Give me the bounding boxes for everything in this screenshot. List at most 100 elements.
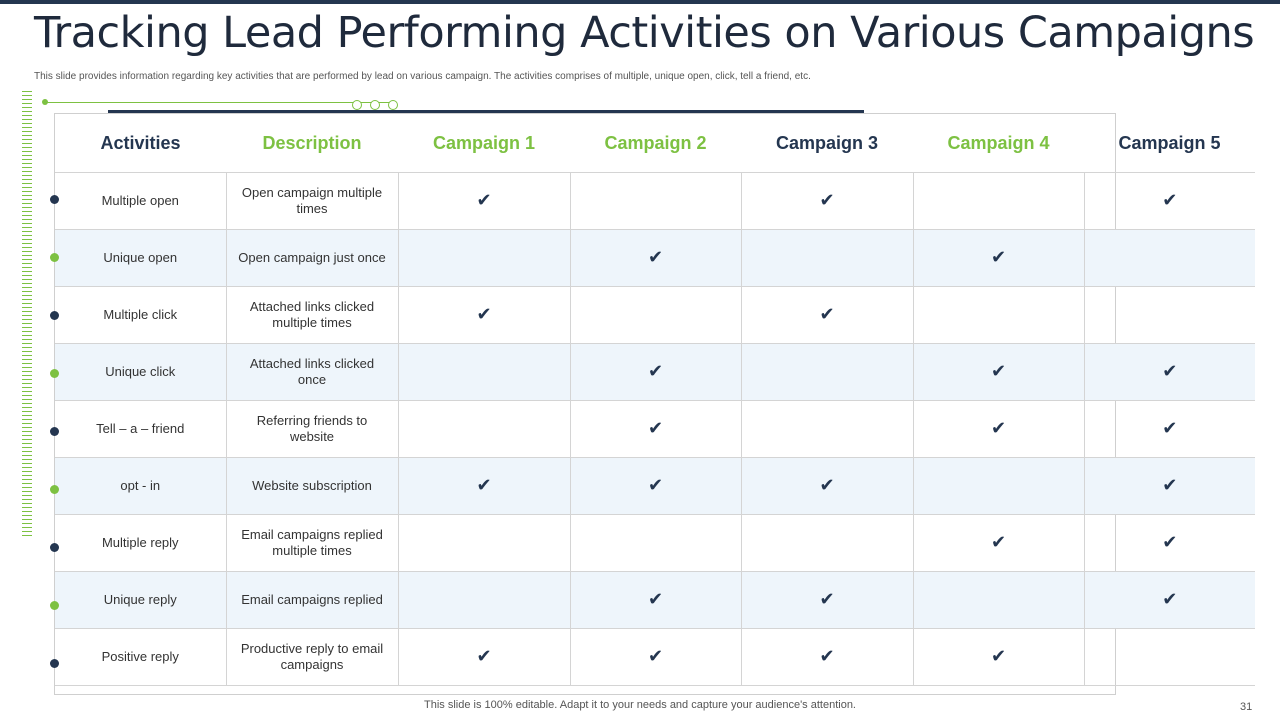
campaign-cell: ✔ xyxy=(1083,172,1255,230)
campaign-cell: ✔ xyxy=(740,286,914,344)
campaign-cell: ✔ xyxy=(569,457,742,515)
checkmark-icon: ✔ xyxy=(990,361,1007,381)
campaign-cell: ✔ xyxy=(397,628,571,686)
decorative-navy-bar xyxy=(108,110,864,113)
activity-cell: opt - in xyxy=(55,457,227,515)
checkmark-icon: ✔ xyxy=(647,247,664,267)
checkmark-icon: ✔ xyxy=(990,646,1007,666)
campaign-cell: ✔ xyxy=(740,457,914,515)
checkmark-icon: ✔ xyxy=(647,418,664,438)
campaign-cell: ✔ xyxy=(1083,400,1255,458)
description-cell: Open campaign just once xyxy=(225,229,399,287)
checkmark-icon: ✔ xyxy=(819,190,835,210)
campaign-cell xyxy=(912,571,1085,629)
campaign-cell: ✔ xyxy=(397,172,571,230)
description-cell: Attached links clicked once xyxy=(225,343,399,401)
checkmark-icon: ✔ xyxy=(819,304,835,324)
campaign-cell xyxy=(740,514,914,572)
slide-title: Tracking Lead Performing Activities on V… xyxy=(34,8,1255,58)
checkmark-icon: ✔ xyxy=(990,532,1007,552)
campaign-cell xyxy=(397,514,571,572)
checkmark-icon: ✔ xyxy=(1162,418,1178,438)
column-header: Campaign 1 xyxy=(398,114,570,173)
campaign-cell xyxy=(1083,229,1255,287)
table-row: Multiple click Attached links clicked mul… xyxy=(55,286,1255,344)
row-bullet-icon xyxy=(50,195,59,204)
checkmark-icon: ✔ xyxy=(819,589,835,609)
checkmark-icon: ✔ xyxy=(1162,361,1178,381)
column-header: Activities xyxy=(55,114,226,173)
column-header: Campaign 3 xyxy=(741,114,913,173)
campaign-cell: ✔ xyxy=(569,571,742,629)
table-row: Positive reply Productive reply to email … xyxy=(55,628,1255,686)
slide-subtitle: This slide provides information regardin… xyxy=(34,71,811,82)
checkmark-icon: ✔ xyxy=(476,190,492,210)
activity-cell: Multiple click xyxy=(55,286,227,344)
campaign-cell: ✔ xyxy=(740,571,914,629)
table-row: Unique click Attached links clicked once ✔… xyxy=(55,343,1255,401)
campaign-cell: ✔ xyxy=(912,343,1085,401)
page-number: 31 xyxy=(1240,701,1253,713)
column-header: Campaign 5 xyxy=(1084,114,1255,173)
campaign-cell: ✔ xyxy=(912,514,1085,572)
row-bullet-icon xyxy=(50,485,59,494)
decorative-rings xyxy=(352,96,406,114)
campaign-cell xyxy=(397,229,571,287)
campaign-cell: ✔ xyxy=(1083,571,1255,629)
activity-cell: Unique click xyxy=(55,343,227,401)
checkmark-icon: ✔ xyxy=(819,475,835,495)
campaign-cell xyxy=(569,514,742,572)
campaign-cell xyxy=(397,571,571,629)
campaign-cell xyxy=(912,286,1085,344)
column-header: Campaign 2 xyxy=(570,114,741,173)
campaign-cell: ✔ xyxy=(1083,514,1255,572)
table-row: Tell – a – friend Referring friends to we… xyxy=(55,400,1255,458)
table-row: opt - in Website subscription ✔ ✔ ✔ ✔ xyxy=(55,457,1255,515)
activity-cell: Multiple reply xyxy=(55,514,227,572)
description-cell: Email campaigns replied multiple times xyxy=(225,514,399,572)
campaign-cell xyxy=(1083,286,1255,344)
description-cell: Open campaign multiple times xyxy=(225,172,399,230)
column-header: Description xyxy=(226,114,398,173)
row-bullet-icon xyxy=(50,659,59,668)
checkmark-icon: ✔ xyxy=(476,304,492,324)
campaign-cell: ✔ xyxy=(1083,457,1255,515)
table-row: Multiple open Open campaign multiple time… xyxy=(55,172,1255,230)
campaign-cell xyxy=(740,400,914,458)
campaign-cell: ✔ xyxy=(569,628,742,686)
campaign-cell xyxy=(740,343,914,401)
top-accent-bar xyxy=(0,0,1280,4)
row-bullet-icon xyxy=(50,369,59,378)
footer-note: This slide is 100% editable. Adapt it to… xyxy=(424,699,856,711)
checkmark-icon: ✔ xyxy=(1162,475,1178,495)
checkmark-icon: ✔ xyxy=(647,361,664,381)
campaign-cell xyxy=(912,457,1085,515)
description-cell: Website subscription xyxy=(225,457,399,515)
campaign-cell xyxy=(569,172,742,230)
decorative-green-line xyxy=(44,102,354,103)
activity-cell: Multiple open xyxy=(55,172,227,230)
checkmark-icon: ✔ xyxy=(476,475,492,495)
campaign-cell: ✔ xyxy=(569,343,742,401)
table-row: Multiple reply Email campaigns replied mu… xyxy=(55,514,1255,572)
campaign-cell: ✔ xyxy=(569,229,742,287)
checkmark-icon: ✔ xyxy=(1162,190,1178,210)
campaign-cell: ✔ xyxy=(1083,343,1255,401)
column-header: Campaign 4 xyxy=(913,114,1084,173)
decorative-side-stripes xyxy=(22,91,32,539)
description-cell: Referring friends to website xyxy=(225,400,399,458)
decorative-green-dot xyxy=(42,99,48,105)
checkmark-icon: ✔ xyxy=(647,589,664,609)
activity-cell: Positive reply xyxy=(55,628,227,686)
table-body: Multiple open Open campaign multiple time… xyxy=(55,172,1255,686)
row-bullet-icon xyxy=(50,427,59,436)
campaign-cell: ✔ xyxy=(397,457,571,515)
checkmark-icon: ✔ xyxy=(1162,589,1178,609)
campaign-cell: ✔ xyxy=(912,400,1085,458)
description-cell: Attached links clicked multiple times xyxy=(225,286,399,344)
row-bullet-icon xyxy=(50,253,59,262)
description-cell: Productive reply to email campaigns xyxy=(225,628,399,686)
campaign-cell xyxy=(1083,628,1255,686)
activities-table: Activities Description Campaign 1 Campaign … xyxy=(54,113,1255,695)
campaign-cell xyxy=(740,229,914,287)
